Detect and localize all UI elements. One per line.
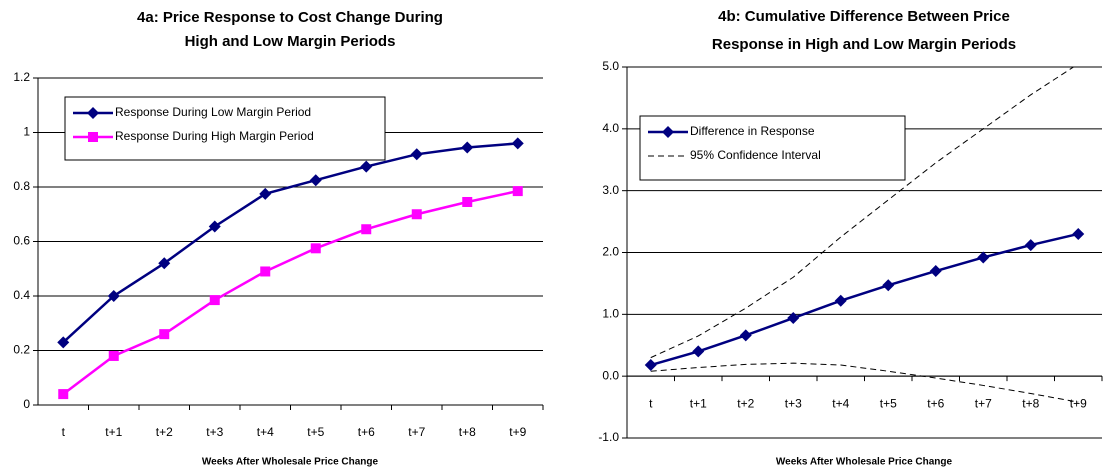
y-tick-label: -1.0 xyxy=(598,430,619,444)
chart-title: High and Low Margin Periods xyxy=(185,33,396,50)
y-tick-label: 0.6 xyxy=(13,234,30,248)
y-tick-label: 1 xyxy=(23,125,30,139)
marker xyxy=(209,295,220,306)
series-line xyxy=(62,142,518,344)
marker xyxy=(410,148,423,161)
series-line xyxy=(650,67,1075,359)
x-tick-label: t+6 xyxy=(358,425,375,439)
x-axis-label: Weeks After Wholesale Price Change xyxy=(776,457,953,468)
x-tick-label: t+9 xyxy=(1070,396,1087,410)
marker xyxy=(462,196,473,207)
y-tick-label: 0.2 xyxy=(13,343,30,357)
x-tick-label: t+6 xyxy=(927,396,944,410)
marker xyxy=(977,251,990,264)
legend xyxy=(64,96,386,161)
marker xyxy=(692,345,705,358)
legend-marker xyxy=(662,126,674,138)
x-tick-label: t+7 xyxy=(408,425,425,439)
x-tick-label: t+1 xyxy=(105,425,122,439)
marker xyxy=(108,350,119,361)
x-tick-label: t xyxy=(649,396,653,410)
chart-title: 4b: Cumulative Difference Between Price xyxy=(718,8,1010,25)
x-tick-label: t+9 xyxy=(509,425,526,439)
y-tick-label: 0.0 xyxy=(602,368,619,382)
marker xyxy=(57,336,70,349)
y-tick-label: 1.2 xyxy=(13,70,30,84)
legend-label: Response During High Margin Period xyxy=(115,129,314,143)
y-tick-label: 5.0 xyxy=(602,59,619,73)
marker xyxy=(159,329,170,340)
y-tick-label: 0 xyxy=(23,397,30,411)
legend-label: Difference in Response xyxy=(690,124,815,138)
marker xyxy=(739,329,752,342)
plot xyxy=(62,142,519,396)
y-tick-label: 2.0 xyxy=(602,245,619,259)
legend xyxy=(639,115,906,181)
marker xyxy=(360,160,373,173)
marker xyxy=(834,294,847,307)
marker xyxy=(361,224,372,235)
marker xyxy=(929,265,942,278)
marker xyxy=(461,141,474,154)
marker xyxy=(1072,227,1085,240)
x-tick-label: t+1 xyxy=(690,396,707,410)
legend-marker xyxy=(87,107,99,119)
marker xyxy=(107,290,120,302)
series-line xyxy=(62,189,519,396)
marker xyxy=(882,279,895,292)
x-tick-label: t+4 xyxy=(257,425,274,439)
x-tick-label: t+7 xyxy=(975,396,992,410)
x-axis-label: Weeks After Wholesale Price Change xyxy=(202,457,379,468)
marker xyxy=(208,220,221,233)
marker xyxy=(259,187,272,200)
chart-title: 4a: Price Response to Cost Change During xyxy=(137,9,443,26)
series-line xyxy=(650,362,1079,403)
legend-label: Response During Low Margin Period xyxy=(115,105,311,119)
marker xyxy=(58,389,69,400)
x-tick-label: t+2 xyxy=(156,425,173,439)
x-tick-label: t+4 xyxy=(832,396,849,410)
x-tick-label: t xyxy=(62,425,66,439)
y-tick-label: 0.8 xyxy=(13,179,30,193)
chart-title: Response in High and Low Margin Periods xyxy=(712,36,1016,53)
marker xyxy=(1024,239,1037,252)
marker xyxy=(787,312,800,325)
series-line xyxy=(650,232,1079,367)
marker xyxy=(511,137,524,150)
y-tick-label: 3.0 xyxy=(602,183,619,197)
x-tick-label: t+2 xyxy=(737,396,754,410)
x-tick-label: t+5 xyxy=(307,425,324,439)
legend-label: 95% Confidence Interval xyxy=(690,148,821,162)
y-tick-label: 0.4 xyxy=(13,288,30,302)
marker xyxy=(310,243,321,254)
x-tick-label: t+8 xyxy=(1022,396,1039,410)
marker xyxy=(512,186,523,197)
marker xyxy=(644,359,657,372)
marker xyxy=(260,266,271,277)
y-tick-label: 4.0 xyxy=(602,121,619,135)
x-tick-label: t+5 xyxy=(880,396,897,410)
legend-marker xyxy=(88,132,98,142)
y-tick-label: 1.0 xyxy=(602,307,619,321)
x-tick-label: t+3 xyxy=(785,396,802,410)
marker xyxy=(309,174,322,187)
plot xyxy=(650,67,1079,403)
x-tick-label: t+8 xyxy=(459,425,476,439)
x-tick-label: t+3 xyxy=(206,425,223,439)
marker xyxy=(411,209,422,220)
marker xyxy=(158,257,171,270)
